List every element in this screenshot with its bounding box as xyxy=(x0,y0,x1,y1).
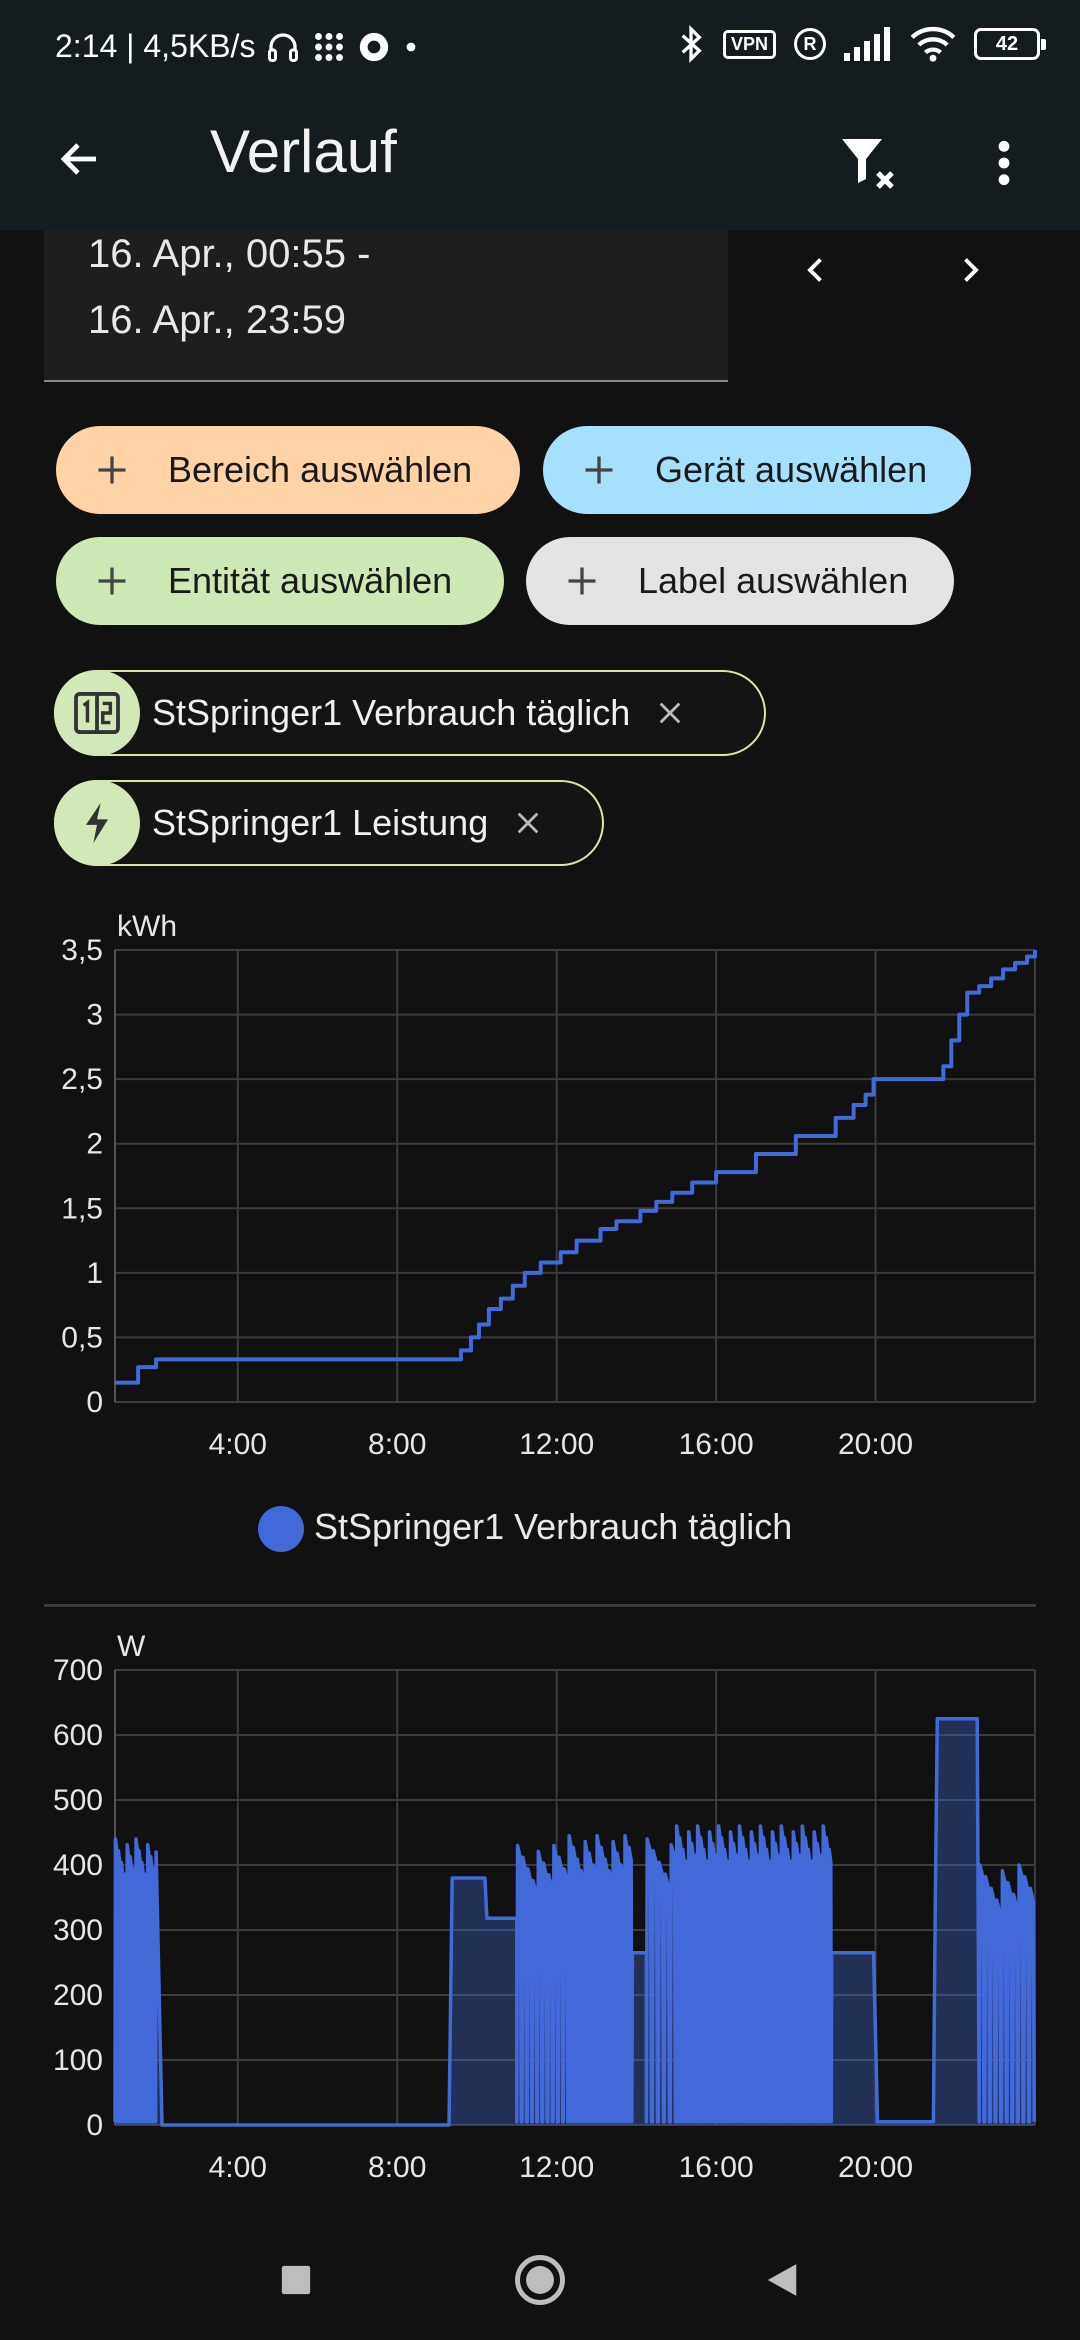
energy-chart: kWh 0 0,5 1 1,5 2 2,5 3 3,5 4:00 8:00 12:00 16:00 20:… xyxy=(0,900,1080,1480)
y-tick-label: 3,5 xyxy=(61,934,103,967)
back-button[interactable] xyxy=(752,2250,812,2310)
date-range-start: 16. Apr., 00:55 - xyxy=(88,232,371,276)
next-period-button[interactable] xyxy=(940,240,1000,300)
dot-icon xyxy=(401,37,421,57)
battery-indicator: 42 xyxy=(974,28,1046,60)
choose-entity-label: Entität auswählen xyxy=(168,560,453,601)
choose-device-label: Gerät auswählen xyxy=(655,449,928,490)
y-tick-label: 0 xyxy=(86,1386,103,1419)
wifi-icon xyxy=(910,26,956,62)
remove-power-entity-icon[interactable] xyxy=(514,809,542,837)
back-arrow-icon[interactable] xyxy=(48,127,112,191)
r-badge: R xyxy=(794,28,826,60)
x-tick-label: 4:00 xyxy=(209,1428,267,1461)
counter-icon xyxy=(54,670,140,756)
flash-icon xyxy=(54,780,140,866)
app-bar: Verlauf xyxy=(0,95,1080,230)
choose-label-button[interactable]: Label auswählen xyxy=(526,537,954,625)
power-series-line xyxy=(113,1717,1036,2127)
energy-chart-svg: kWh 0 0,5 1 1,5 2 2,5 3 3,5 4:00 8:00 12:00 16:00 20:… xyxy=(61,910,1037,1461)
x-tick-label: 16:00 xyxy=(679,1428,754,1461)
legend-color-dot xyxy=(258,1506,304,1552)
record-icon xyxy=(357,30,391,64)
plus-icon xyxy=(92,452,132,488)
y-tick-label: 100 xyxy=(53,2044,103,2077)
chevron-right-icon xyxy=(964,258,979,282)
date-range-end: 16. Apr., 23:59 xyxy=(88,298,346,342)
square-icon xyxy=(281,2265,311,2295)
selected-entity-power: StSpringer1 Leistung xyxy=(54,780,604,866)
y-tick-label: 300 xyxy=(53,1914,103,1947)
choose-area-button[interactable]: Bereich auswählen xyxy=(56,426,520,514)
x-tick-label: 12:00 xyxy=(519,1428,594,1461)
home-button[interactable] xyxy=(510,2250,570,2310)
more-vert-icon[interactable] xyxy=(972,125,1036,201)
dots-grid-icon xyxy=(311,29,347,65)
y-tick-label: 3 xyxy=(86,999,103,1032)
selected-entity-power-label: StSpringer1 Leistung xyxy=(152,802,489,843)
energy-series-line xyxy=(115,950,1037,1385)
x-tick-label: 8:00 xyxy=(368,2151,426,2184)
choose-label-label: Label auswählen xyxy=(638,560,909,601)
power-chart: W 0 100 200 300 400 500 600 700 4:00 8:00 12:00 16:0… xyxy=(0,1620,1080,2200)
x-tick-label: 12:00 xyxy=(519,2151,594,2184)
selected-entity-energy-label: StSpringer1 Verbrauch täglich xyxy=(152,692,631,733)
x-tick-label: 4:00 xyxy=(209,2151,267,2184)
system-nav-bar xyxy=(0,2220,1080,2340)
chevron-left-icon xyxy=(807,258,822,282)
plus-icon xyxy=(92,563,132,599)
y-tick-label: 700 xyxy=(53,1654,103,1687)
status-time-speed: 2:14 | 4,5KB/s xyxy=(55,28,256,64)
x-tick-label: 8:00 xyxy=(368,1428,426,1461)
status-right: VPN R 42 xyxy=(677,24,1046,64)
y-tick-label: 0,5 xyxy=(61,1321,103,1354)
y-tick-label: 400 xyxy=(53,1849,103,1882)
triangle-back-icon xyxy=(767,2264,797,2296)
choose-entity-button[interactable]: Entität auswählen xyxy=(56,537,504,625)
circle-icon xyxy=(515,2255,565,2305)
energy-chart-legend[interactable]: StSpringer1 Verbrauch täglich xyxy=(0,1500,1080,1560)
recents-button[interactable] xyxy=(266,2250,326,2310)
y-tick-label: 2 xyxy=(86,1128,103,1161)
x-tick-label: 20:00 xyxy=(838,1428,913,1461)
chart-divider xyxy=(44,1604,1036,1607)
x-tick-label: 16:00 xyxy=(679,2151,754,2184)
axis-unit-label: W xyxy=(117,1630,146,1663)
power-chart-svg: W 0 100 200 300 400 500 600 700 4:00 8:00 12:00 16:0… xyxy=(53,1630,1036,2184)
page-title: Verlauf xyxy=(210,118,397,185)
status-bar: 2:14 | 4,5KB/s VPN R 42 xyxy=(0,0,1080,95)
y-tick-label: 1 xyxy=(86,1257,103,1290)
legend-series-name: StSpringer1 Verbrauch täglich xyxy=(314,1506,793,1547)
remove-energy-entity-icon[interactable] xyxy=(656,699,684,727)
signal-icon xyxy=(844,27,892,61)
selected-entity-energy: StSpringer1 Verbrauch täglich xyxy=(54,670,766,756)
y-tick-label: 2,5 xyxy=(61,1063,103,1096)
y-tick-label: 500 xyxy=(53,1784,103,1817)
bluetooth-icon xyxy=(677,24,705,64)
plus-icon xyxy=(579,452,619,488)
axis-unit-label: kWh xyxy=(117,910,177,943)
previous-period-button[interactable] xyxy=(786,240,846,300)
y-tick-label: 600 xyxy=(53,1719,103,1752)
x-tick-label: 20:00 xyxy=(838,2151,913,2184)
y-tick-label: 1,5 xyxy=(61,1192,103,1225)
vpn-badge: VPN xyxy=(722,29,776,59)
y-tick-label: 0 xyxy=(86,2109,103,2142)
status-left: 2:14 | 4,5KB/s xyxy=(55,28,421,65)
date-range-field[interactable]: 16. Apr., 00:55 - 16. Apr., 23:59 xyxy=(44,230,728,382)
y-tick-label: 200 xyxy=(53,1979,103,2012)
plus-icon xyxy=(562,563,602,599)
choose-device-button[interactable]: Gerät auswählen xyxy=(543,426,971,514)
filter-remove-icon[interactable] xyxy=(830,125,906,201)
choose-area-label: Bereich auswählen xyxy=(168,449,473,490)
headset-icon xyxy=(265,29,301,65)
